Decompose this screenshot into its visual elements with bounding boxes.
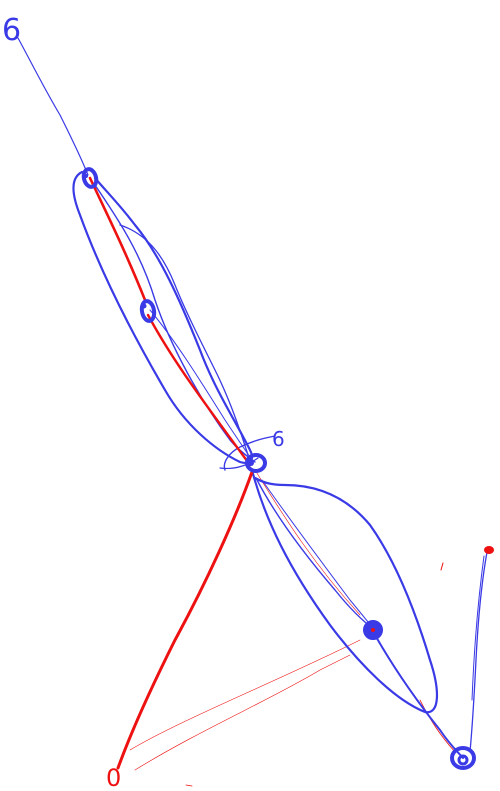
label-middle: 6 (272, 427, 285, 451)
blue-right-vertical-2 (471, 555, 485, 701)
red-line-node1-node2 (88, 176, 147, 302)
label-bottom-left: 0 (106, 764, 121, 791)
blue-loop-bottom-inner (255, 477, 376, 631)
red-dot-right (484, 546, 494, 554)
blue-loop-bottom-outer (250, 468, 439, 714)
node-5 (450, 746, 476, 770)
red-small-tick (440, 562, 444, 571)
blue-loop-top-outer (72, 170, 254, 464)
red-main-strokes (88, 176, 254, 770)
node-1 (81, 167, 99, 189)
red-line-node2-node3 (146, 313, 252, 467)
blue-line-node2-node3 (149, 309, 253, 461)
red-faint-line-4 (419, 699, 456, 753)
blue-loop-top-inner (94, 184, 256, 463)
blue-line-node4-node5 (374, 634, 464, 759)
node-2 (139, 299, 157, 323)
label-top-left: 6 (2, 13, 21, 48)
red-faint-line-2 (134, 654, 351, 771)
blue-top-line (17, 37, 89, 176)
blue-right-vertical (469, 551, 488, 753)
thin-red-strokes (129, 469, 456, 787)
node-4 (363, 620, 383, 640)
blue-nodes (81, 167, 476, 770)
red-faint-line-1 (129, 639, 361, 751)
node-3 (245, 453, 267, 473)
blue-squiggle-middle-2 (219, 457, 259, 470)
red-line-node3-bottom-left (116, 470, 254, 770)
red-dash (185, 784, 193, 787)
blue-thin-node3-node4 (261, 479, 374, 629)
blue-strokes (17, 37, 488, 759)
blue-squiggle-middle (223, 435, 276, 471)
blue-loop-top-curl (119, 224, 249, 456)
red-faint-line-3 (254, 469, 361, 616)
